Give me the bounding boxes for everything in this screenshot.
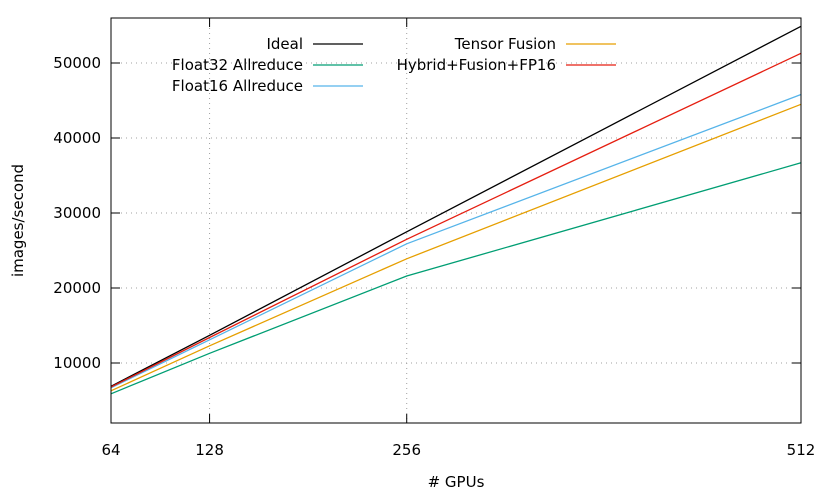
legend-label: Tensor Fusion bbox=[454, 35, 556, 53]
legend: Ideal Float32 Allreduce Float16 Allreduce T… bbox=[172, 35, 616, 95]
y-tick-label: 30000 bbox=[53, 204, 101, 222]
x-tick-label: 512 bbox=[787, 441, 816, 459]
x-tick-label: 64 bbox=[101, 441, 120, 459]
legend-label: Float32 Allreduce bbox=[172, 56, 303, 74]
x-tick-label: 128 bbox=[195, 441, 224, 459]
legend-label: Ideal bbox=[266, 35, 303, 53]
axis-ticks: 10000 20000 30000 40000 50000 64 128 256 512 bbox=[53, 18, 815, 459]
series-line bbox=[110, 93, 802, 389]
series-line bbox=[110, 25, 802, 387]
legend-label: Hybrid+Fusion+FP16 bbox=[397, 56, 556, 74]
y-tick-label: 20000 bbox=[53, 279, 101, 297]
series-line bbox=[110, 162, 802, 395]
series-line bbox=[110, 103, 802, 392]
x-tick-label: 256 bbox=[392, 441, 421, 459]
legend-label: Float16 Allreduce bbox=[172, 77, 303, 95]
y-tick-label: 40000 bbox=[53, 129, 101, 147]
y-tick-label: 50000 bbox=[53, 54, 101, 72]
y-axis-label: images/second bbox=[9, 164, 27, 277]
y-tick-label: 10000 bbox=[53, 354, 101, 372]
plot-frame bbox=[110, 17, 802, 424]
series-line bbox=[110, 52, 802, 388]
x-axis-label: # GPUs bbox=[428, 473, 485, 491]
series-lines bbox=[110, 25, 802, 395]
